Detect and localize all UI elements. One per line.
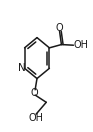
Text: OH: OH bbox=[74, 40, 89, 50]
Text: N: N bbox=[18, 63, 25, 73]
Text: O: O bbox=[31, 88, 39, 98]
Text: OH: OH bbox=[28, 113, 43, 123]
Text: O: O bbox=[55, 23, 63, 33]
